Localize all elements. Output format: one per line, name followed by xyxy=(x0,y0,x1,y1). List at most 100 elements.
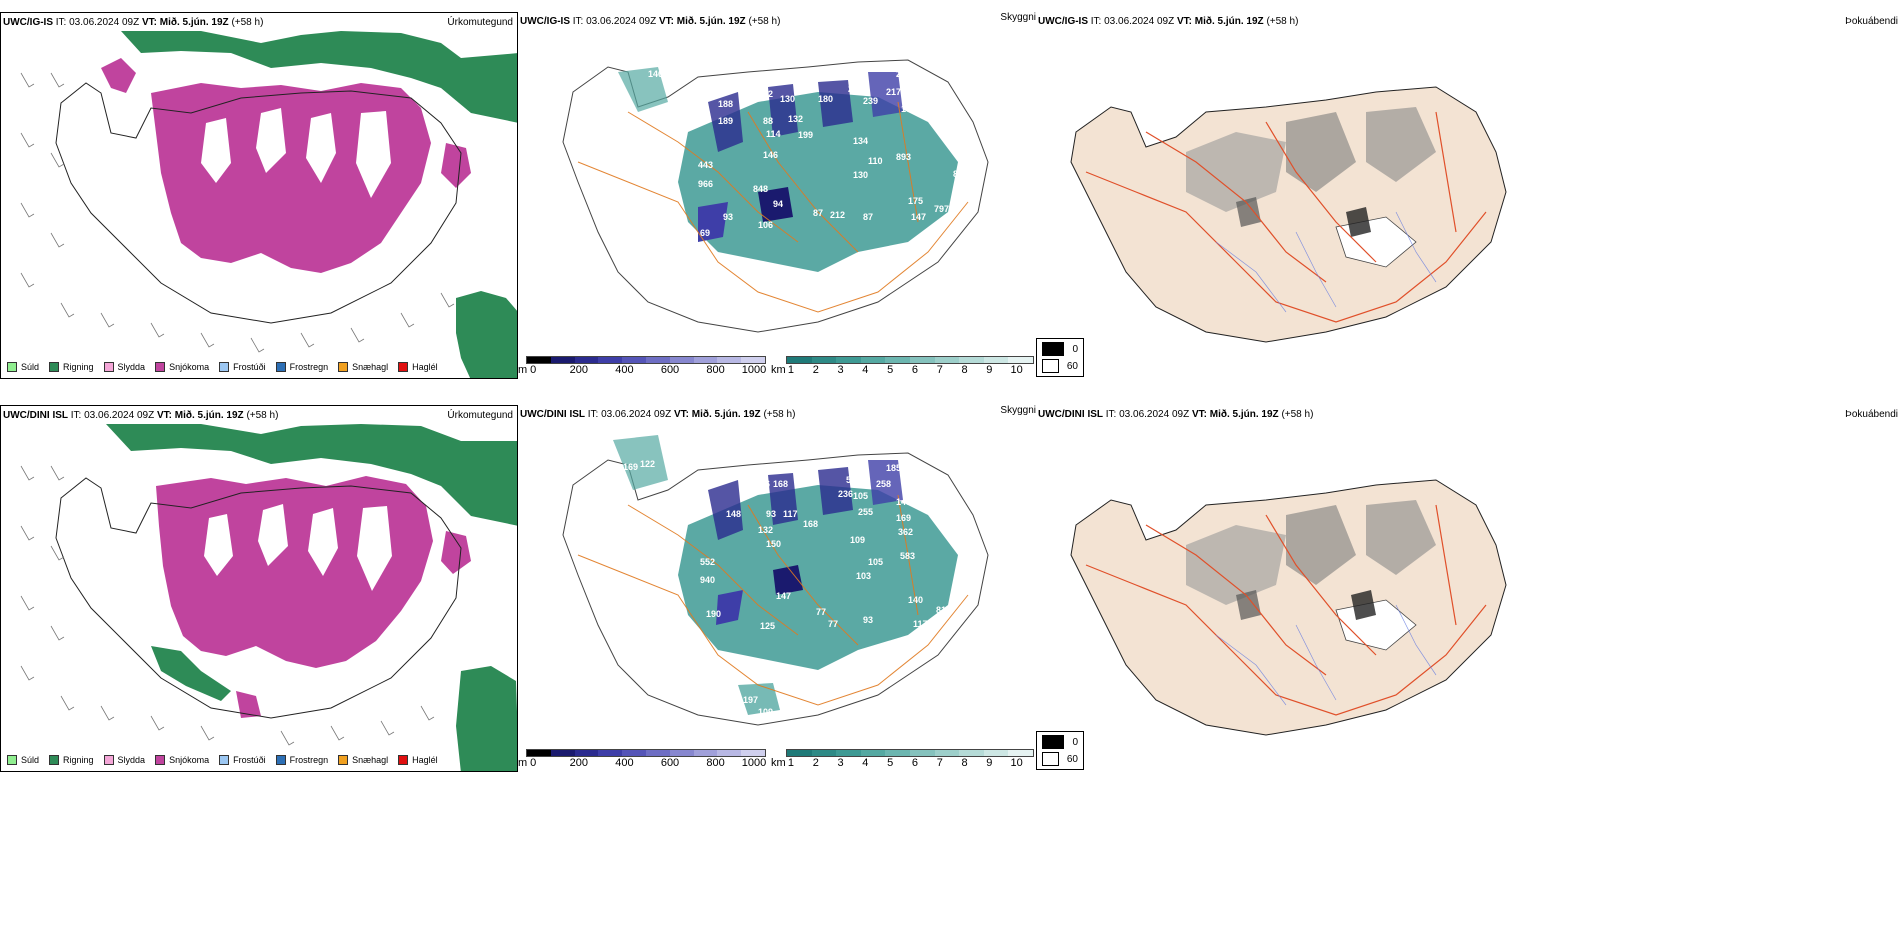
model-name: UWC/DINI ISL xyxy=(520,409,585,420)
legend-item: Snæhagl xyxy=(338,362,388,372)
cbar-tick: 4 xyxy=(862,757,869,769)
legend-swatch xyxy=(219,755,230,765)
fog-map-bottom xyxy=(1070,479,1507,736)
cloud-height-label: 57 xyxy=(938,116,948,126)
cloud-height-label: 148 xyxy=(726,509,741,519)
vt-label: VT: xyxy=(673,409,689,420)
cbar-tick: 9 xyxy=(986,364,993,376)
cloud-height-label: 583 xyxy=(900,551,915,561)
cbar-tick: 2 xyxy=(812,364,819,376)
legend-item: Haglél xyxy=(398,755,438,765)
cloud-height-label: 87 xyxy=(813,208,823,218)
cloud-height-label: 175 xyxy=(908,196,923,206)
cloud-height-label: 180 xyxy=(818,94,833,104)
cloud-height-label: 893 xyxy=(896,152,911,162)
fog-value: 0 xyxy=(1072,736,1078,748)
legend-label: Snjókoma xyxy=(169,362,210,372)
fog-swatch xyxy=(1042,342,1065,356)
model-name: UWC/IG-IS xyxy=(520,16,570,27)
legend-label: Haglél xyxy=(412,755,438,765)
precip-map-top xyxy=(1,13,517,378)
cloud-height-label: 217 xyxy=(886,87,901,97)
cloud-height-label: 255 xyxy=(858,507,873,517)
cbar-tick: 800 xyxy=(706,364,725,376)
cbar-tick: 10 xyxy=(1010,364,1023,376)
vt-value: Mið. 5.jún. 19Z xyxy=(159,17,229,28)
it-value: 03.06.2024 09Z xyxy=(69,17,140,28)
it-label: IT: xyxy=(1105,409,1117,420)
legend-label: Haglél xyxy=(412,362,438,372)
cbar-tick: 1000 xyxy=(741,757,767,769)
fog-legend-bottom: 0 60 xyxy=(1036,731,1084,770)
cloud-height-label: 170 xyxy=(958,154,973,164)
cloud-height-label: 88 xyxy=(763,116,773,126)
legend-label: Súld xyxy=(21,362,40,372)
precip-map-bottom xyxy=(1,406,517,771)
cbar-km-ticks: 1 2 3 4 5 6 7 8 9 10 xyxy=(786,364,1034,376)
cloud-height-label: 143 xyxy=(896,497,911,507)
legend-swatch xyxy=(155,362,166,372)
precip-type-panel-top: UWC/IG-IS IT: 03.06.2024 09Z VT: Mið. 5.… xyxy=(0,12,518,379)
precip-legend-bottom: Súld Rigning Slydda Snjókoma Frostúði Fr… xyxy=(7,755,438,765)
fog-legend-row: 60 xyxy=(1042,359,1078,373)
cloud-height-label: 105 xyxy=(868,557,883,567)
cbar-m-unit-bottom: m xyxy=(518,757,528,769)
cloud-height-label: 77 xyxy=(816,607,826,617)
legend-item: Snjókoma xyxy=(155,362,209,372)
legend-item: Frostúði xyxy=(219,755,266,765)
fog-panel-bottom: UWC/DINI ISL IT: 03.06.2024 09Z VT: Mið.… xyxy=(1036,405,1900,772)
legend-label: Frostregn xyxy=(289,755,329,765)
cloud-height-label: 146 xyxy=(763,150,778,160)
legend-label: Snæhagl xyxy=(352,362,389,372)
legend-label: Slydda xyxy=(117,362,146,372)
legend-item: Snjókoma xyxy=(155,755,209,765)
legend-swatch xyxy=(338,755,349,765)
cloud-height-label: 188 xyxy=(718,99,733,109)
cloud-height-label: 197 xyxy=(743,695,758,705)
cloud-height-label: 165 xyxy=(668,491,683,501)
precip-header-bottom: UWC/DINI ISL IT: 03.06.2024 09Z VT: Mið.… xyxy=(3,410,278,421)
vt-label: VT: xyxy=(156,410,172,421)
cloud-title-bottom: Skyggni xyxy=(1000,405,1036,416)
cloud-height-label: 443 xyxy=(698,160,713,170)
cbar-tick: 7 xyxy=(936,364,943,376)
cloud-height-label: 117 xyxy=(913,619,928,629)
cbar-tick: 800 xyxy=(706,757,725,769)
cbar-tick: 5 xyxy=(887,757,894,769)
cbar-tick: 6 xyxy=(911,757,919,769)
legend-swatch xyxy=(398,755,409,765)
model-name: UWC/DINI ISL xyxy=(3,410,68,421)
legend-swatch xyxy=(7,362,17,372)
cbar-tick: 6 xyxy=(911,364,919,376)
vt-label: VT: xyxy=(1176,16,1192,27)
cloud-header-bottom: UWC/DINI ISL IT: 03.06.2024 09Z VT: Mið.… xyxy=(520,409,795,420)
cloud-height-label: 12 xyxy=(763,89,773,99)
fog-legend-row: 0 xyxy=(1042,342,1078,356)
fog-legend-top: 0 60 xyxy=(1036,338,1084,377)
legend-label: Rigning xyxy=(63,755,94,765)
cbar-km-ticks: 1 2 3 4 5 6 7 8 9 10 xyxy=(786,757,1034,769)
it-value: 03.06.2024 09Z xyxy=(84,410,155,421)
precip-type-panel-bottom: UWC/DINI ISL IT: 03.06.2024 09Z VT: Mið.… xyxy=(0,405,518,772)
cbar-tick: 9 xyxy=(986,757,993,769)
cloud-map-top: 146 150 188 12 130 189 88 132 114 199 18… xyxy=(562,59,989,333)
cbar-tick: 600 xyxy=(660,757,680,769)
cloud-height-label: 142 xyxy=(928,88,943,98)
fog-panel-top: UWC/IG-IS IT: 03.06.2024 09Z VT: Mið. 5.… xyxy=(1036,12,1900,379)
legend-swatch xyxy=(275,362,286,372)
cloud-header-top: UWC/IG-IS IT: 03.06.2024 09Z VT: Mið. 5.… xyxy=(520,16,780,27)
cloud-height-label: 258 xyxy=(876,479,891,489)
cloud-height-label: 77 xyxy=(828,619,838,629)
cloud-panel-top: 146 150 188 12 130 189 88 132 114 199 18… xyxy=(518,12,1036,379)
lead-time: (+58 h) xyxy=(1281,409,1314,420)
legend-label: Slydda xyxy=(117,755,146,765)
cloud-height-label: 147 xyxy=(776,591,791,601)
legend-swatch xyxy=(155,755,166,765)
cloud-height-label: 169 xyxy=(896,513,911,523)
cloud-title-top: Skyggni xyxy=(1000,12,1036,23)
cbar-m-bottom: 0 200 400 600 800 1000 xyxy=(526,749,766,769)
cloud-height-label: 150 xyxy=(766,539,781,549)
vt-value: Mið. 5.jún. 19Z xyxy=(1194,16,1264,27)
precip-legend-top: Súld Rigning Slydda Snjókoma Frostúði Fr… xyxy=(7,362,438,372)
fog-legend-row: 0 xyxy=(1042,735,1078,749)
